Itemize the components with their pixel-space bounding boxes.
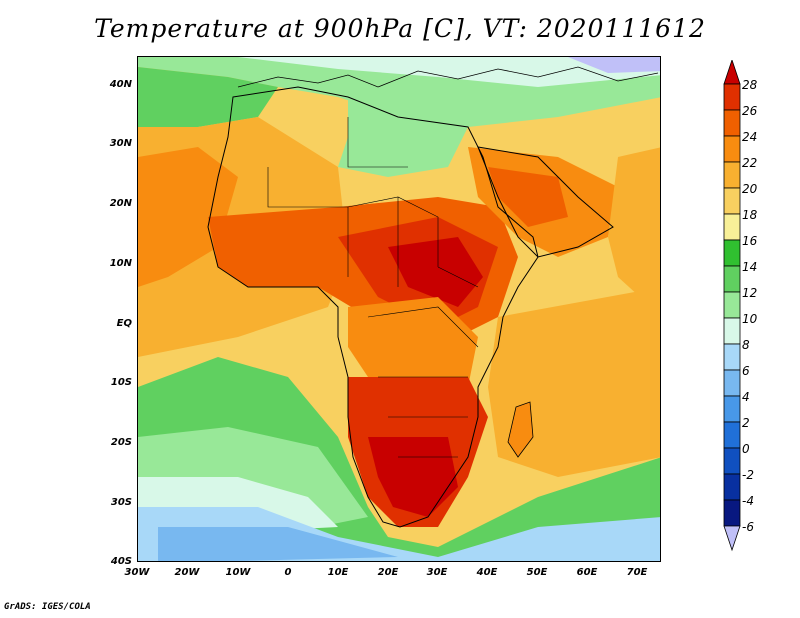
colorbar-label: 20 bbox=[742, 182, 757, 196]
lat-label-40n: 40N bbox=[100, 79, 132, 90]
colorbar-label: 2 bbox=[742, 416, 750, 430]
colorbar-label: 24 bbox=[742, 130, 757, 144]
lon-label-40e: 40E bbox=[467, 567, 507, 578]
colorbar-segment bbox=[724, 240, 740, 266]
colorbar-label: 0 bbox=[742, 442, 750, 456]
colorbar-segment bbox=[724, 84, 740, 110]
lon-label-20w: 20W bbox=[167, 567, 207, 578]
colorbar-label: 10 bbox=[742, 312, 757, 326]
colorbar-label: 6 bbox=[742, 364, 750, 378]
lon-label-30e: 30E bbox=[417, 567, 457, 578]
credit-footer: GrADS: IGES/COLA bbox=[4, 602, 91, 612]
colorbar-segment bbox=[724, 422, 740, 448]
colorbar-label: 14 bbox=[742, 260, 757, 274]
lat-label-30s: 30S bbox=[100, 497, 132, 508]
lat-label-10s: 10S bbox=[100, 377, 132, 388]
colorbar-arrow-top bbox=[724, 60, 740, 84]
lat-label-30n: 30N bbox=[100, 138, 132, 149]
lat-label-eq: EQ bbox=[100, 318, 132, 329]
lon-label-30w: 30W bbox=[117, 567, 157, 578]
colorbar-segment bbox=[724, 448, 740, 474]
lat-label-20s: 20S bbox=[100, 437, 132, 448]
colorbar-segment bbox=[724, 318, 740, 344]
lat-label-20n: 20N bbox=[100, 198, 132, 209]
colorbar-segment bbox=[724, 162, 740, 188]
colorbar-segment bbox=[724, 344, 740, 370]
colorbar-segment bbox=[724, 370, 740, 396]
lon-label-10e: 10E bbox=[318, 567, 358, 578]
colorbar-label: 28 bbox=[742, 78, 757, 92]
colorbar-segment bbox=[724, 136, 740, 162]
colorbar-label: 12 bbox=[742, 286, 757, 300]
colorbar-segment bbox=[724, 110, 740, 136]
colorbar-segment bbox=[724, 474, 740, 500]
colorbar-label: 4 bbox=[742, 390, 750, 404]
temperature-map bbox=[137, 56, 661, 562]
colorbar-segment bbox=[724, 214, 740, 240]
temperature-field bbox=[138, 57, 661, 562]
lon-label-60e: 60E bbox=[567, 567, 607, 578]
map-title: Temperature at 900hPa [C], VT: 202011161… bbox=[0, 14, 800, 43]
colorbar-label: 16 bbox=[742, 234, 757, 248]
lon-label-0: 0 bbox=[268, 567, 308, 578]
colorbar-label: 8 bbox=[742, 338, 750, 352]
colorbar-arrow-bottom bbox=[724, 526, 740, 550]
lon-label-50e: 50E bbox=[517, 567, 557, 578]
colorbar-label: 18 bbox=[742, 208, 757, 222]
colorbar bbox=[722, 60, 742, 560]
lon-label-10w: 10W bbox=[218, 567, 258, 578]
colorbar-segment bbox=[724, 396, 740, 422]
colorbar-segment bbox=[724, 292, 740, 318]
colorbar-label: 26 bbox=[742, 104, 757, 118]
colorbar-segment bbox=[724, 188, 740, 214]
colorbar-segment bbox=[724, 266, 740, 292]
colorbar-label: -2 bbox=[742, 468, 754, 482]
colorbar-label: 22 bbox=[742, 156, 757, 170]
lat-label-10n: 10N bbox=[100, 258, 132, 269]
colorbar-label: -6 bbox=[742, 520, 754, 534]
colorbar-segment bbox=[724, 500, 740, 526]
colorbar-label: -4 bbox=[742, 494, 754, 508]
lon-label-70e: 70E bbox=[617, 567, 657, 578]
lon-label-20e: 20E bbox=[368, 567, 408, 578]
lat-label-40s: 40S bbox=[100, 556, 132, 567]
